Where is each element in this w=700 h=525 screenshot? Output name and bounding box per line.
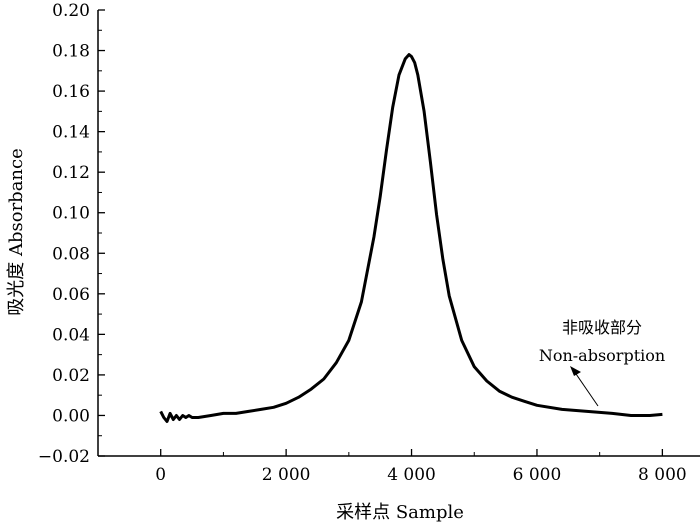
absorbance-series-line <box>159 53 663 423</box>
annotation-label-en: Non-absorption <box>539 346 665 365</box>
y-axis-ticks: −0.02 0.00 0.02 0.04 0.06 0.08 0.10 0.12 0.14 0.1… <box>38 1 105 467</box>
y-tick-label: 0.12 <box>52 163 90 183</box>
y-tick-label: 0.02 <box>52 366 90 386</box>
y-tick-label: 0.14 <box>52 123 90 143</box>
y-tick-label: 0.04 <box>52 325 90 345</box>
y-tick-label: 0.16 <box>52 82 90 102</box>
y-tick-label: −0.02 <box>38 447 90 467</box>
x-tick-label: 6 000 <box>513 465 562 485</box>
y-axis-title: 吸光度 Absorbance <box>6 148 27 316</box>
y-tick-label: 0.06 <box>52 285 90 305</box>
y-tick-label: 0.10 <box>52 204 90 224</box>
y-tick-label: 0.08 <box>52 244 90 264</box>
annotation-arrowhead <box>570 366 581 376</box>
x-axis-ticks: 0 2 000 4 000 6 000 8 000 <box>155 449 687 485</box>
x-tick-label: 0 <box>155 465 166 485</box>
annotation-arrow <box>573 370 599 407</box>
annotation-label-cn: 非吸收部分 <box>562 318 642 337</box>
x-tick-label: 4 000 <box>387 465 436 485</box>
x-tick-label: 2 000 <box>262 465 311 485</box>
x-axis-title: 采样点 Sample <box>336 502 464 523</box>
x-tick-label: 8 000 <box>638 465 687 485</box>
y-tick-label: 0.00 <box>52 406 90 426</box>
y-tick-label: 0.20 <box>52 1 90 21</box>
y-tick-label: 0.18 <box>52 42 90 62</box>
